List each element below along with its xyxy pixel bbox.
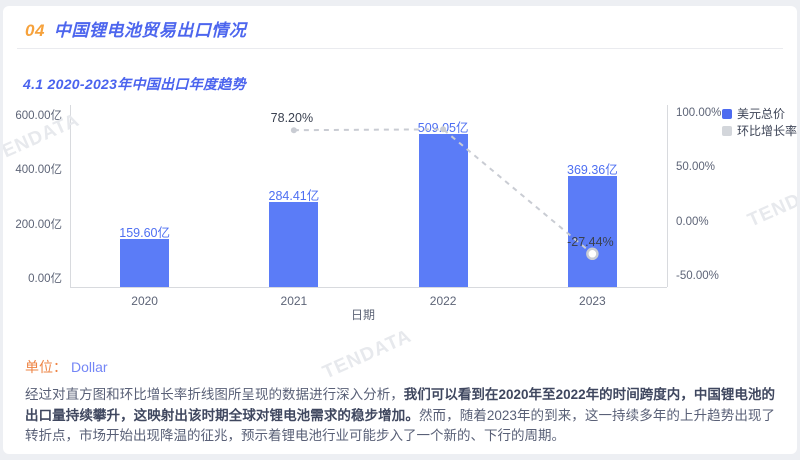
unit-row: 单位： Dollar [25,357,108,377]
growth-value-label: -27.44% [567,234,614,249]
chart-legend: 美元总价 环比增长率 [722,107,797,141]
legend-marker-line-icon [722,125,732,136]
bar-value-label: 159.60亿 [119,226,170,241]
section-header: 04 中国锂电池贸易出口情况 [25,16,247,40]
bar-value-label: 284.41亿 [268,188,320,203]
bar-2021[interactable] [269,201,319,287]
growth-value-label: 78.20% [270,111,314,126]
export-trend-chart: 600.00亿 400.00亿 200.00亿 0.00亿 100.00% 50.00% 0… [3,6,797,346]
analysis-rest: 然而，随着2023年的到来，这一持续多年的上升趋势出现了转折点，市场开始出现降温… [25,407,775,444]
bar-2020[interactable] [120,239,170,287]
y-axis-right [667,105,668,287]
analysis-paragraph: 经过对直方图和环比增长率折线图所呈现的数据进行深入分析，我们可以看到在2020年… [25,385,775,447]
bar-2022[interactable] [418,134,468,287]
y-axis-left-tick-label: 400.00亿 [15,164,62,177]
legend-label: 美元总价 [737,107,786,121]
section-title: 中国锂电池贸易出口情况 [53,21,247,40]
legend-item-usd-total[interactable]: 美元总价 [722,107,797,121]
y-axis-left-tick-label: 0.00亿 [28,273,62,285]
legend-marker-bar-icon [722,108,732,119]
bar-2023[interactable] [567,176,617,287]
section-number: 04 [25,21,45,40]
y-axis-left-tick-label: 600.00亿 [15,110,62,122]
x-tick-label: 2022 [429,294,457,308]
x-tick-label: 2023 [579,294,606,308]
unit-value: Dollar [71,359,108,375]
y-axis-right-tick-label: -50.00% [676,270,719,282]
x-tick-label: 2021 [280,294,308,308]
analysis-highlight: 我们可以看到在2020年至2022年的时间跨度内，中国锂电池的出口量持续攀升，这… [25,387,775,423]
y-axis-right-tick-label: 100.00% [676,107,722,119]
legend-label: 环比增长率 [737,124,797,138]
bar-value-label: 509.05亿 [417,121,469,136]
bar-value-label: 369.36亿 [567,163,618,178]
legend-item-growth-rate[interactable]: 环比增长率 [722,124,797,138]
x-axis-title: 日期 [351,308,376,322]
growth-point-2021[interactable] [290,127,297,134]
x-tick-label: 2020 [131,294,158,308]
y-axis-left [70,105,71,287]
x-axis-line [70,287,667,288]
header-divider [17,48,783,49]
unit-label: 单位： [25,359,67,375]
y-axis-right-tick-label: 50.00% [676,161,716,174]
y-axis-left-tick-label: 200.00亿 [15,218,62,231]
y-axis-right-tick-label: 0.00% [676,215,709,228]
report-card: 04 中国锂电池贸易出口情况 4.1 2020-2023年中国出口年度趋势 600… [3,6,797,454]
analysis-lead: 经过对直方图和环比增长率折线图所呈现的数据进行深入分析， [25,387,404,402]
subsection-title: 4.1 2020-2023年中国出口年度趋势 [23,76,246,92]
